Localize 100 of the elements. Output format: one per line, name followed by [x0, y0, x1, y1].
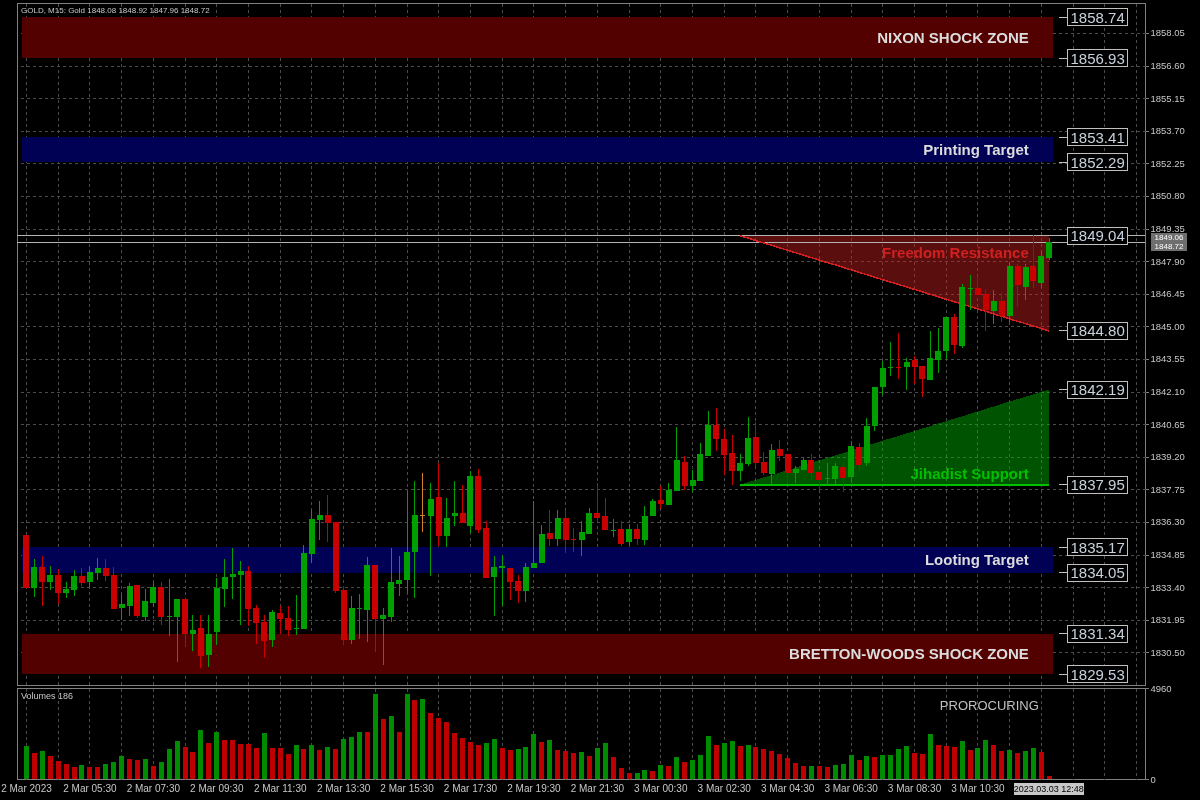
candlestick: [189, 615, 196, 651]
candlestick: [848, 440, 855, 484]
candlestick: [380, 608, 387, 666]
bar: [515, 749, 521, 779]
x-tick-label: 3 Mar 06:30: [824, 782, 879, 794]
bar: [507, 749, 513, 779]
bar: [103, 764, 109, 779]
y-tick-label: 4960: [1150, 682, 1172, 694]
y-tick-label: 1831.95: [1150, 614, 1185, 626]
candlestick: [745, 416, 752, 467]
bar: [444, 722, 450, 779]
candlestick: [71, 569, 78, 596]
candlestick: [768, 443, 775, 485]
candlestick: [776, 439, 783, 461]
bar: [737, 746, 743, 779]
bar: [245, 743, 251, 779]
bar: [269, 747, 275, 779]
bar: [71, 767, 77, 779]
candlestick: [903, 358, 910, 390]
candlestick: [158, 581, 165, 626]
bar: [277, 747, 283, 779]
bar: [531, 733, 537, 779]
bar: [87, 767, 93, 779]
candlestick: [427, 482, 434, 576]
bar: [150, 766, 156, 779]
candlestick: [626, 523, 633, 545]
y2-tick-label: 1844.80: [1070, 322, 1125, 340]
y2-tick-label: 1837.95: [1070, 476, 1125, 494]
candlestick: [523, 562, 529, 602]
y-tick-label: 1850.80: [1150, 190, 1185, 202]
bar: [951, 747, 957, 779]
y-tick-label: 1852.25: [1150, 157, 1185, 169]
candlestick: [554, 510, 561, 547]
y2-tick-label: 1853.41: [1070, 128, 1125, 146]
bar: [888, 755, 894, 779]
candlestick: [364, 557, 371, 642]
annotation: PROROCURING: [939, 698, 1039, 713]
candlestick: [94, 557, 101, 581]
bar: [785, 758, 791, 779]
x-tick-label: 2 Mar 09:30: [190, 782, 244, 794]
bar: [975, 748, 981, 779]
bar: [816, 766, 822, 779]
bar: [341, 738, 347, 779]
candlestick: [1006, 261, 1013, 323]
candlestick: [729, 435, 736, 485]
y2-tick-label: 1858.74: [1070, 8, 1125, 26]
x-tick-label: 2 Mar 07:30: [126, 782, 181, 794]
y-tick-label: 1846.45: [1150, 288, 1185, 300]
candlestick: [300, 544, 307, 629]
x-tick-label: 2 Mar 11:30: [253, 782, 307, 794]
bar: [380, 719, 386, 779]
candlestick: [840, 462, 847, 493]
y-tick-label: 1833.40: [1150, 581, 1185, 593]
candlestick: [967, 275, 974, 310]
bar: [618, 768, 624, 779]
candlestick: [752, 421, 759, 467]
bar: [483, 742, 489, 779]
bar: [690, 760, 696, 779]
bar: [55, 761, 61, 779]
bar: [729, 741, 735, 779]
bar: [388, 715, 394, 779]
candlestick: [110, 566, 117, 609]
candlestick: [879, 361, 886, 395]
bar: [142, 759, 148, 779]
candlestick: [998, 292, 1005, 323]
bar: [23, 746, 29, 779]
bar: [848, 755, 854, 779]
candlestick: [277, 605, 284, 635]
x-tick-label: 2 Mar 21:30: [570, 782, 625, 794]
candlestick: [951, 313, 958, 354]
bar: [602, 743, 608, 779]
candlestick: [562, 510, 569, 554]
bar: [705, 736, 711, 779]
candlestick: [396, 555, 403, 596]
candlestick: [451, 480, 458, 526]
y-tick-label: 1847.90: [1150, 255, 1185, 267]
bar: [999, 751, 1005, 779]
band-label: Looting Target: [924, 550, 1029, 568]
candlestick: [784, 454, 791, 485]
bar: [428, 712, 434, 779]
bar: [222, 739, 228, 779]
bar: [293, 744, 299, 779]
candlestick: [760, 452, 767, 475]
candlestick: [856, 443, 863, 472]
y2-tick-label: 1849.04: [1070, 227, 1125, 245]
bar: [666, 766, 672, 779]
bar: [404, 694, 410, 779]
candlestick: [388, 548, 395, 623]
bar: [927, 733, 933, 779]
candlestick: [871, 387, 878, 431]
bar: [396, 731, 402, 779]
candlestick: [31, 559, 38, 598]
candlestick: [737, 454, 744, 481]
candlestick: [641, 505, 648, 545]
bar: [721, 743, 727, 779]
bar: [658, 765, 664, 779]
y-tick-label: 1840.65: [1150, 418, 1185, 430]
x-tick-label: 2 Mar 13:30: [316, 782, 371, 794]
y-tick-label: 1845.00: [1150, 320, 1185, 332]
bar: [198, 729, 204, 779]
